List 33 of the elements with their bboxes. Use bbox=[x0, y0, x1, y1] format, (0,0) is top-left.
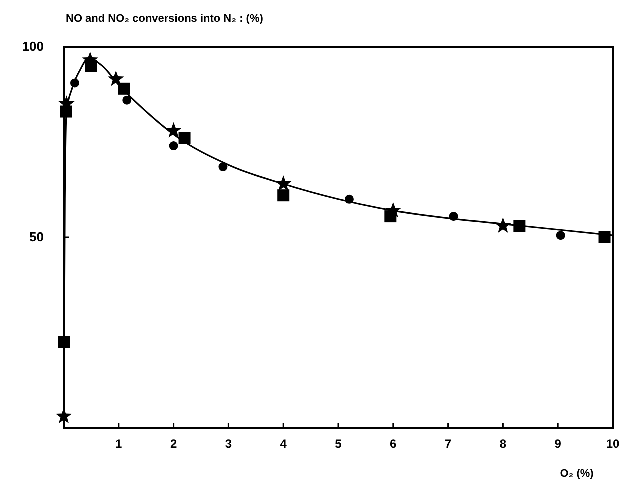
point bbox=[169, 142, 178, 151]
x-tick-label: 3 bbox=[225, 437, 232, 451]
point bbox=[108, 70, 124, 86]
x-tick-label: 7 bbox=[444, 437, 452, 451]
x-tick-label: 1 bbox=[116, 437, 123, 451]
point bbox=[58, 336, 70, 348]
x-tick-label: 2 bbox=[170, 437, 178, 451]
x-tick-label: 9 bbox=[554, 437, 562, 451]
x-tick-label: 10 bbox=[606, 437, 620, 451]
x-tick-label: 6 bbox=[390, 437, 398, 451]
point bbox=[514, 220, 526, 232]
point bbox=[385, 202, 402, 218]
point bbox=[118, 82, 130, 95]
point bbox=[218, 162, 228, 172]
point bbox=[70, 78, 80, 88]
x-tick-label: 5 bbox=[335, 437, 342, 451]
y-axis-title: NO and NO₂ conversions into N₂ : (%) bbox=[66, 13, 264, 25]
point bbox=[278, 190, 290, 202]
x-tick-label: 8 bbox=[500, 437, 507, 451]
y-tick-label: 100 bbox=[22, 39, 44, 54]
point bbox=[122, 96, 132, 105]
point bbox=[82, 52, 98, 68]
point bbox=[166, 122, 182, 138]
point bbox=[276, 176, 292, 192]
point bbox=[495, 218, 512, 233]
point bbox=[178, 132, 191, 144]
y-tick-label: 50 bbox=[30, 230, 44, 244]
point bbox=[344, 194, 354, 204]
point bbox=[449, 212, 458, 222]
point bbox=[598, 232, 611, 244]
x-axis-title: O₂ (%) bbox=[560, 468, 594, 480]
point bbox=[556, 231, 566, 240]
x-tick-label: 4 bbox=[280, 437, 288, 451]
